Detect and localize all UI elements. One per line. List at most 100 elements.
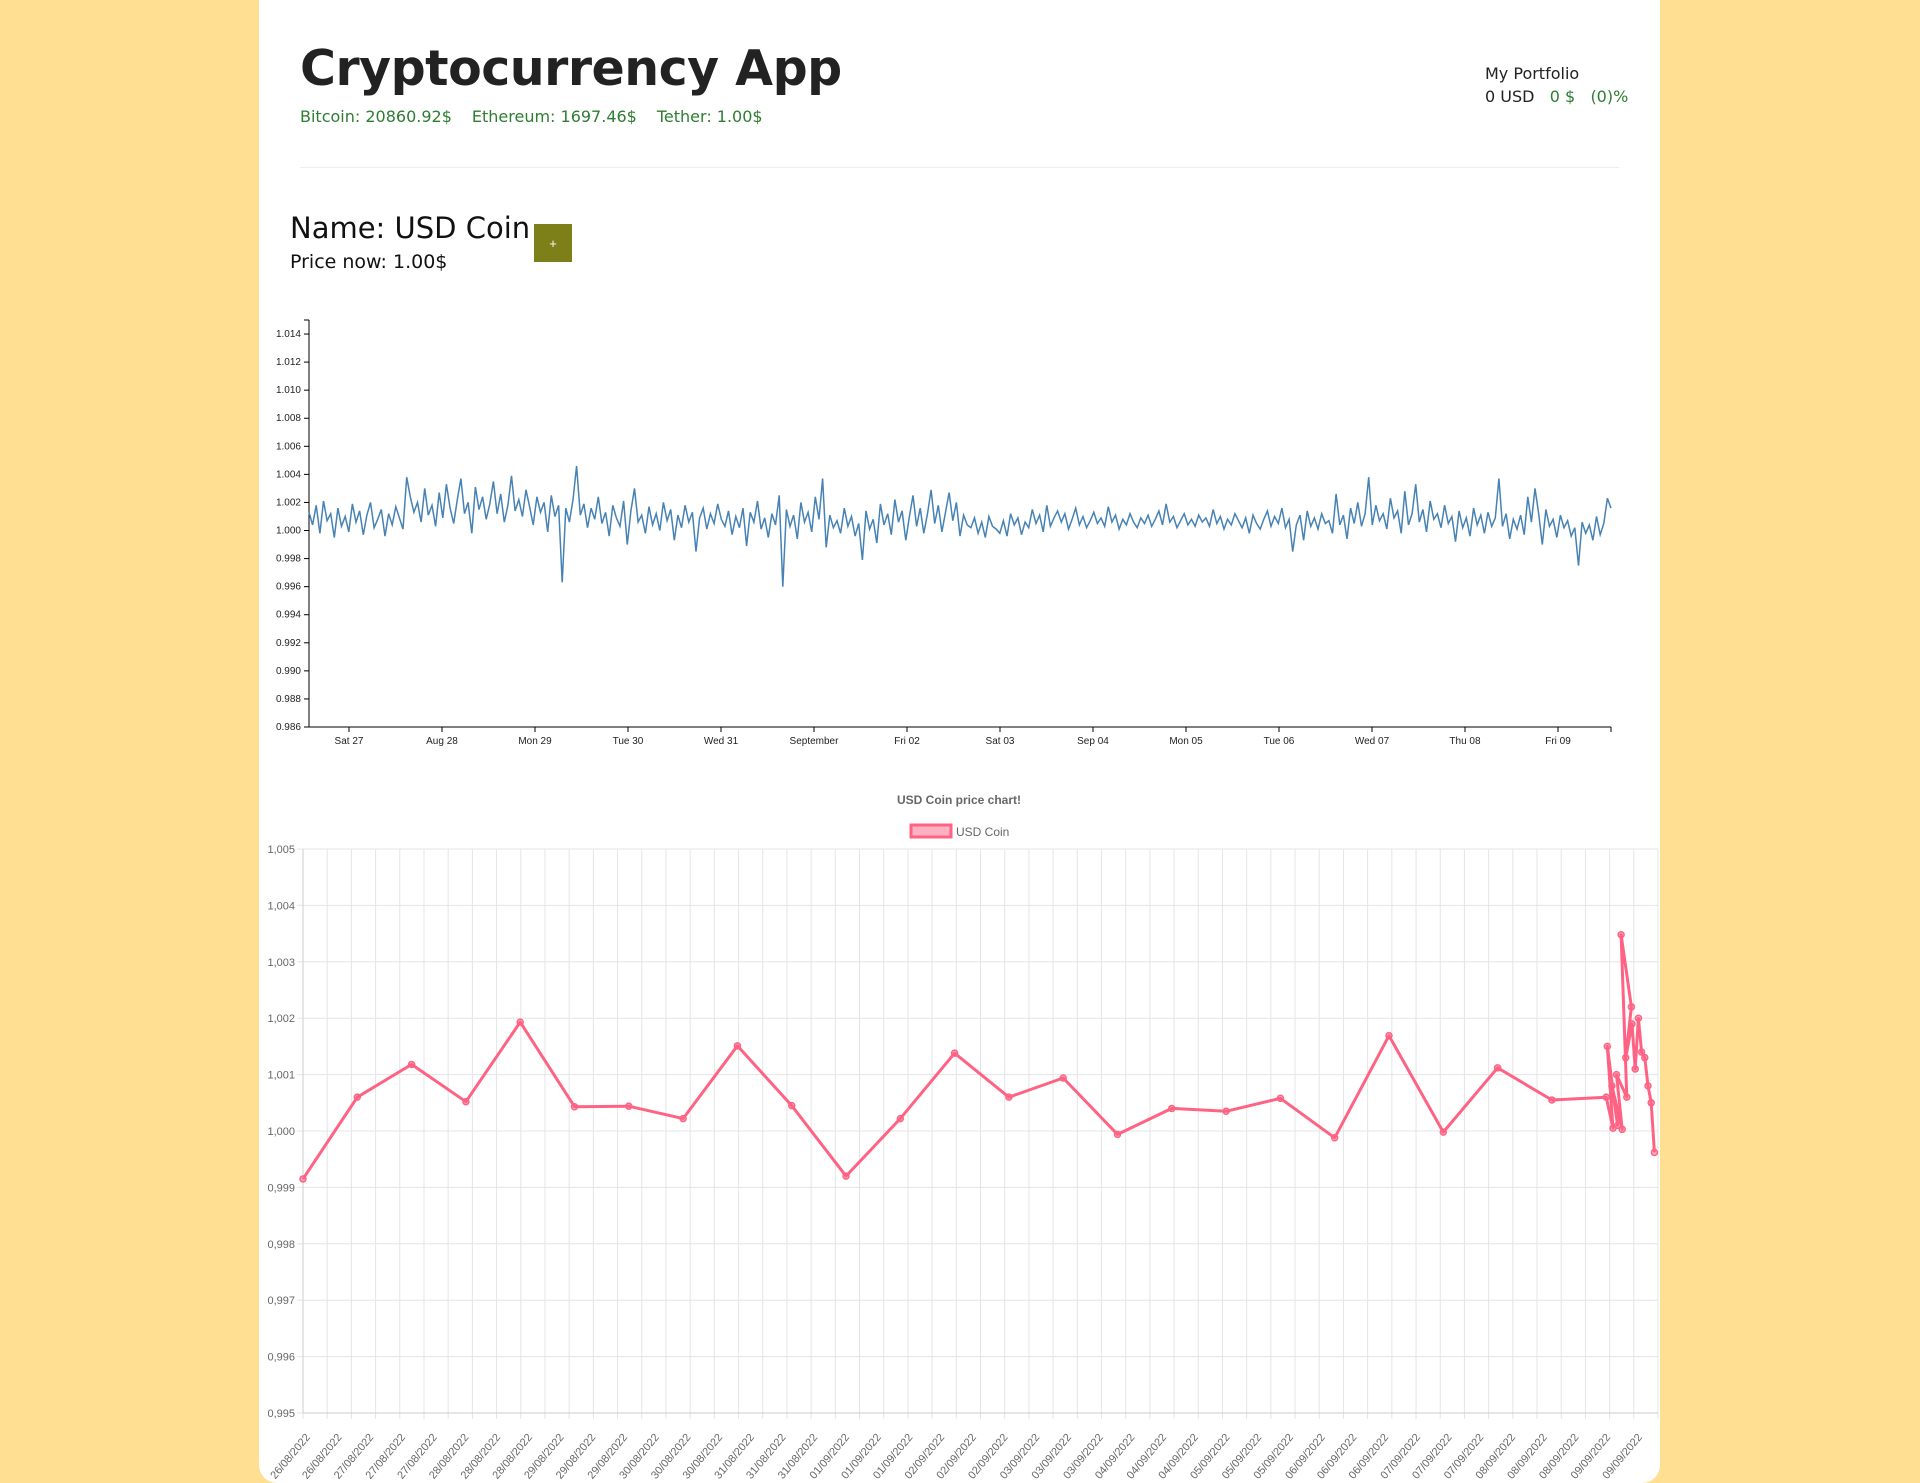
y-tick-label: 1.002 [276, 497, 301, 508]
data-point [353, 1093, 362, 1101]
y-tick-label: 1.006 [276, 441, 301, 452]
data-point [1644, 1082, 1652, 1090]
portfolio-summary[interactable]: My Portfolio 0 USD 0 $ (0)% [1485, 62, 1628, 108]
portfolio-change: 0 $ [1549, 87, 1576, 106]
ticker-tether[interactable]: Tether: 1.00$ [656, 107, 763, 126]
data-point [1627, 1003, 1636, 1011]
add-to-portfolio-button[interactable]: + [534, 224, 572, 262]
x-tick-label: Sat 03 [986, 736, 1015, 747]
y-tick-label: 0.994 [276, 610, 301, 621]
ticker-ethereum[interactable]: Ethereum: 1697.46$ [471, 107, 637, 126]
legend-label: USD Coin [956, 825, 1009, 839]
data-point [1650, 1148, 1659, 1157]
data-point [1602, 1093, 1610, 1101]
data-point [1641, 1053, 1649, 1062]
data-point [299, 1175, 307, 1183]
data-point [1059, 1074, 1067, 1082]
data-point [950, 1049, 959, 1057]
data-point [1276, 1094, 1285, 1103]
data-point [1330, 1134, 1339, 1142]
y-tick-label: 0.992 [276, 638, 301, 649]
y-tick-label: 1.012 [276, 357, 301, 368]
coin-price: Price now: 1.00$ [290, 251, 448, 273]
data-point [1385, 1031, 1393, 1040]
x-tick-label: Aug 28 [426, 736, 458, 747]
x-tick-label: Sat 27 [335, 736, 364, 747]
x-tick-label: Fri 02 [894, 736, 920, 747]
data-point [1631, 1065, 1639, 1073]
data-point [516, 1018, 524, 1026]
chartjs-price-chart: USD Coin price chart! USD Coin 1,005 1,004 1… [267, 793, 1659, 1482]
y-tick-label: 1.008 [276, 413, 301, 424]
y-tick-label: 0.988 [276, 694, 301, 705]
portfolio-value: 0 USD [1485, 87, 1535, 106]
data-point [787, 1101, 796, 1110]
price-ticker: Bitcoin: 20860.92$ Ethereum: 1697.46$ Te… [300, 107, 763, 126]
x-tick-label: Mon 05 [1169, 736, 1203, 747]
data-point [733, 1042, 742, 1050]
header-divider [300, 167, 1619, 168]
data-point [1439, 1128, 1448, 1136]
y-tick-label: 1,005 [267, 844, 295, 856]
x-tick-label: September [790, 736, 840, 747]
x-tick-label: Fri 09 [1545, 736, 1571, 747]
app-title: Cryptocurrency App [300, 40, 842, 97]
data-point [1623, 1093, 1631, 1101]
portfolio-values: 0 USD 0 $ (0)% [1485, 85, 1628, 108]
portfolio-title: My Portfolio [1485, 64, 1580, 83]
data-point [679, 1114, 687, 1123]
x-tick-label: Tue 06 [1264, 736, 1295, 747]
y-tick-label: 1,002 [267, 1013, 295, 1025]
data-point [1548, 1096, 1556, 1104]
data-point [1005, 1093, 1013, 1101]
d3-price-chart: 1.014 1.012 1.010 1.008 1.006 1.004 1.002 1.000… [276, 319, 1612, 747]
y-tick-label: 1.014 [276, 329, 301, 340]
chart-title: USD Coin price chart! [897, 793, 1021, 807]
y-tick-label: 0.998 [276, 554, 301, 565]
main-card: Cryptocurrency App Bitcoin: 20860.92$ Et… [259, 0, 1660, 1483]
data-point [1603, 1042, 1612, 1051]
price-line [308, 465, 1612, 587]
data-point [1617, 930, 1625, 939]
data-point [1647, 1099, 1655, 1107]
data-point [1613, 1121, 1622, 1130]
data-point [1493, 1064, 1502, 1072]
x-tick-label: Thu 08 [1449, 736, 1481, 747]
data-point [1634, 1014, 1643, 1022]
y-tick-label: 0,999 [267, 1182, 295, 1194]
y-tick-label: 0.996 [276, 582, 301, 593]
y-tick-label: 0.986 [276, 722, 301, 733]
data-point [407, 1060, 416, 1069]
y-tick-label: 0,998 [267, 1239, 295, 1251]
y-tick-label: 1.010 [276, 385, 301, 396]
data-point [625, 1102, 633, 1110]
data-point [1637, 1048, 1646, 1056]
x-tick-label: Tue 30 [613, 736, 644, 747]
x-tick-label: Wed 31 [704, 736, 739, 747]
y-tick-label: 0,997 [267, 1295, 295, 1307]
y-tick-label: 1,004 [267, 900, 295, 912]
y-tick-label: 0.990 [276, 666, 301, 677]
data-point [1608, 1082, 1616, 1090]
data-point [896, 1114, 905, 1123]
portfolio-change-pct: (0)% [1590, 87, 1629, 106]
ticker-bitcoin[interactable]: Bitcoin: 20860.92$ [300, 107, 452, 126]
data-point [1621, 1053, 1630, 1062]
y-tick-label: 0,996 [267, 1352, 295, 1364]
data-point [1113, 1130, 1122, 1139]
data-point [842, 1172, 850, 1180]
y-tick-label: 1,003 [267, 957, 295, 969]
y-tick-label: 1,000 [267, 1126, 295, 1138]
data-point [570, 1102, 579, 1111]
y-tick-label: 1.004 [276, 469, 301, 480]
data-point [1618, 1125, 1626, 1134]
y-tick-label: 1.000 [276, 526, 301, 537]
data-point [1168, 1104, 1176, 1113]
legend-swatch [909, 823, 953, 839]
series-line [301, 933, 1656, 1180]
y-tick-label: 1,001 [267, 1070, 295, 1082]
x-tick-label: Mon 29 [518, 736, 552, 747]
x-tick-label: Wed 07 [1355, 736, 1390, 747]
coin-name: Name: USD Coin [290, 211, 531, 245]
y-tick-label: 0,995 [267, 1408, 295, 1420]
